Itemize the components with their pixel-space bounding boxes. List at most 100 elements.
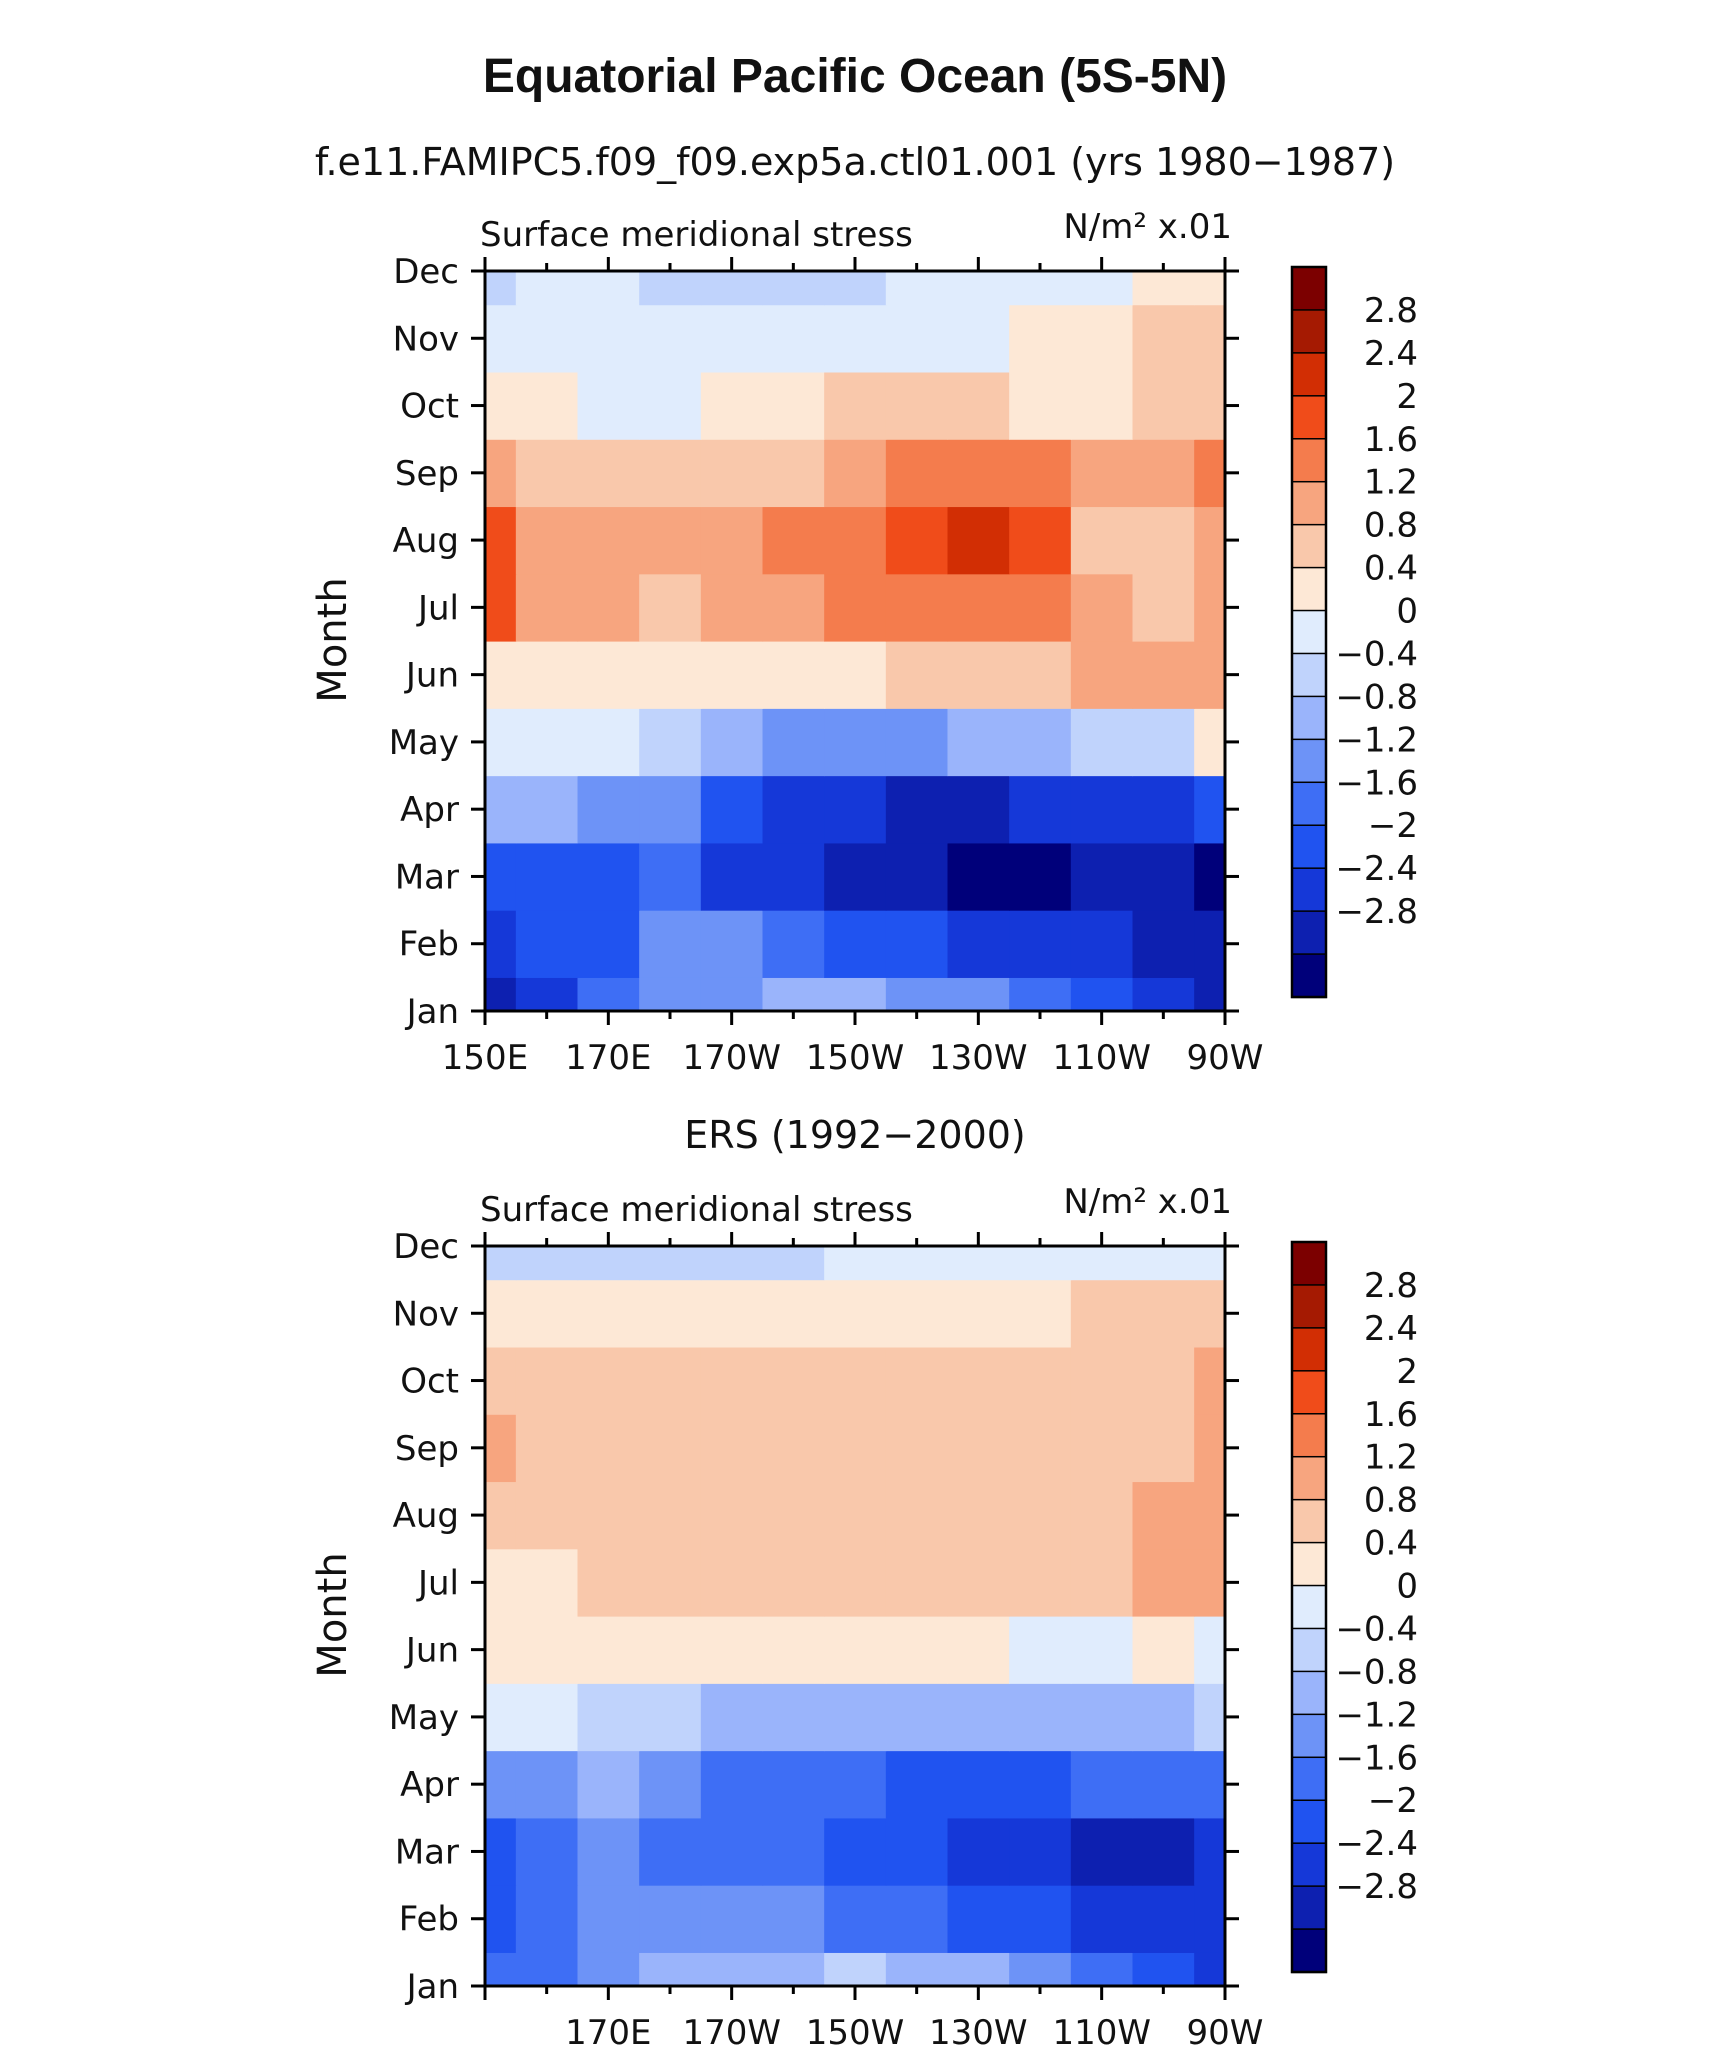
heatmap-cell	[700, 977, 764, 1011]
colorbar-box	[1291, 1370, 1327, 1415]
heatmap-cell	[824, 1481, 887, 1550]
colorbar-box	[1291, 1413, 1327, 1458]
x-tick-label: 170W	[682, 1038, 781, 1078]
y-tick-label: Feb	[399, 1900, 459, 1940]
heatmap-cell	[1194, 977, 1225, 1011]
heatmap-cell	[762, 1414, 825, 1483]
heatmap-cell	[1070, 1817, 1134, 1886]
heatmap-cell	[885, 1885, 949, 1953]
panel-2-y-axis-label: Month	[310, 1552, 356, 1677]
heatmap-cell	[824, 573, 887, 642]
y-tick-label: Dec	[393, 1227, 459, 1267]
heatmap-cell	[824, 1279, 887, 1348]
heatmap-cell	[639, 1346, 702, 1415]
heatmap-cell	[885, 1346, 949, 1415]
heatmap-cell	[762, 573, 825, 642]
heatmap-cell	[515, 1952, 579, 1986]
heatmap-cell	[639, 439, 702, 508]
heatmap-cell	[762, 1952, 825, 1986]
colorbar-label: −0.8	[1335, 677, 1418, 717]
colorbar-label: 2	[1396, 377, 1418, 417]
panel-2-variable-label: Surface meridional stress	[480, 1190, 913, 1230]
heatmap-cell	[947, 573, 1010, 642]
heatmap-cell	[824, 842, 887, 911]
heatmap-cell	[639, 1414, 702, 1483]
y-tick-label: Oct	[400, 1362, 459, 1402]
heatmap-cell	[885, 1952, 949, 1986]
heatmap-cell	[700, 1548, 764, 1617]
heatmap-cell	[577, 842, 640, 911]
heatmap-cell	[1132, 506, 1195, 575]
heatmap-cell	[947, 1414, 1010, 1483]
x-tick-label: 170E	[565, 2013, 651, 2053]
heatmap-cell	[1132, 910, 1195, 978]
heatmap-cell	[947, 910, 1010, 978]
colorbar-label: −2.8	[1335, 1867, 1418, 1907]
heatmap-cell	[577, 1750, 640, 1819]
colorbar-frame	[1290, 265, 1328, 999]
colorbar-label: 1.2	[1364, 1438, 1418, 1478]
heatmap-cell	[1070, 506, 1134, 575]
heatmap-cell	[485, 775, 517, 844]
heatmap-cell	[515, 641, 579, 709]
heatmap-cell	[1009, 775, 1072, 844]
y-tick-label: Oct	[400, 387, 459, 427]
heatmap-cell	[824, 1952, 887, 1986]
heatmap-cell	[762, 910, 825, 978]
heatmap-cell	[824, 977, 887, 1011]
heatmap-cell	[947, 641, 1010, 709]
heatmap-cell	[1070, 271, 1134, 306]
colorbar-label: 0.8	[1364, 1481, 1418, 1521]
heatmap-cell	[577, 1279, 640, 1348]
heatmap-cell	[885, 1481, 949, 1550]
heatmap-cell	[824, 271, 887, 306]
heatmap-cell	[485, 1750, 517, 1819]
heatmap-cell	[885, 1246, 949, 1281]
heatmap-cell	[947, 775, 1010, 844]
heatmap-cell	[824, 371, 887, 440]
heatmap-cell	[1009, 371, 1072, 440]
heatmap-cell	[1132, 641, 1195, 709]
heatmap-cell	[947, 1481, 1010, 1550]
heatmap-cell	[577, 1952, 640, 1986]
heatmap-cell	[762, 1817, 825, 1886]
heatmap-cell	[762, 371, 825, 440]
colorbar-label: −1.6	[1335, 763, 1418, 803]
y-tick-label: Dec	[393, 252, 459, 292]
heatmap-cell	[577, 271, 640, 306]
heatmap-cell	[1070, 1246, 1134, 1281]
heatmap-cell	[947, 1885, 1010, 1953]
colorbar-box	[1291, 1241, 1327, 1287]
colorbar-box	[1291, 1756, 1327, 1802]
panel-1-y-axis-label: Month	[310, 577, 356, 702]
heatmap-cell	[485, 641, 517, 709]
figure-title: Equatorial Pacific Ocean (5S-5N)	[483, 50, 1227, 103]
panel-1-units-label: N/m² x.01	[1063, 207, 1232, 247]
heatmap-cell	[700, 439, 764, 508]
y-tick-label: Jun	[404, 656, 459, 696]
heatmap-cell	[515, 977, 579, 1011]
heatmap-cell	[1070, 641, 1134, 709]
panel-2-units-label: N/m² x.01	[1063, 1182, 1232, 1222]
heatmap-cell	[1009, 910, 1072, 978]
heatmap-cell	[1009, 1548, 1072, 1617]
heatmap-cell	[1070, 842, 1134, 911]
heatmap-cell	[639, 1279, 702, 1348]
heatmap-cell	[1070, 1279, 1134, 1348]
colorbar-box	[1291, 523, 1327, 569]
heatmap-cell	[485, 842, 517, 911]
heatmap-cell	[639, 1616, 702, 1684]
colorbar-box	[1291, 1498, 1327, 1544]
heatmap-cell	[577, 1817, 640, 1886]
heatmap-cell	[515, 1346, 579, 1415]
heatmap-cell	[700, 1952, 764, 1986]
heatmap-cell	[700, 842, 764, 911]
x-tick-label: 110W	[1052, 2013, 1151, 2053]
heatmap-cell	[485, 271, 517, 306]
heatmap-cell	[885, 304, 949, 373]
heatmap-cell	[885, 842, 949, 911]
colorbar-box	[1291, 1455, 1327, 1501]
heatmap-cell	[1132, 1346, 1195, 1415]
heatmap-cell	[1194, 1414, 1225, 1483]
